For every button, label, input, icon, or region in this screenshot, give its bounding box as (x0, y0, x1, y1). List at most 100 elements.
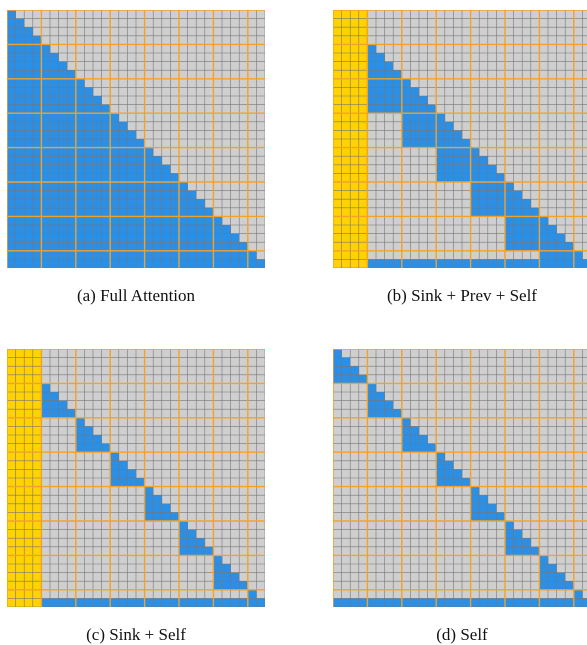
sink-cell (358, 104, 368, 114)
attend-cell (539, 225, 549, 234)
attend-cell (153, 512, 163, 522)
sink-cell (24, 409, 34, 419)
attend-cell (436, 121, 446, 131)
attend-cell (170, 207, 180, 217)
attend-cell (41, 121, 51, 131)
attend-cell (436, 460, 446, 470)
attend-cell (522, 225, 532, 234)
attend-cell (496, 598, 506, 607)
attend-cell (32, 173, 42, 183)
attend-cell (179, 546, 188, 556)
attend-cell (32, 216, 42, 226)
attend-cell (153, 164, 163, 174)
attend-cell (384, 87, 394, 97)
sink-cell (341, 113, 351, 123)
attend-cell (24, 164, 34, 174)
attend-cell (110, 121, 120, 131)
attend-cell (24, 87, 34, 97)
attend-cell (367, 96, 377, 105)
attend-cell (170, 598, 180, 607)
attend-cell (144, 173, 154, 183)
attend-cell (213, 216, 223, 226)
attend-cell (427, 121, 437, 131)
attend-cell (556, 572, 566, 582)
attend-cell (222, 564, 231, 573)
attend-cell (118, 182, 128, 191)
attend-cell (453, 164, 463, 174)
attend-cell (401, 96, 411, 105)
attend-cell (487, 598, 497, 607)
attend-cell (522, 259, 532, 268)
sink-cell (358, 96, 368, 105)
attend-cell (7, 259, 16, 268)
sink-cell (333, 250, 342, 260)
attend-cell (7, 104, 16, 114)
attend-cell (161, 503, 171, 513)
sink-cell (341, 207, 351, 217)
attend-cell (419, 104, 428, 114)
attend-cell (505, 182, 514, 191)
sink-cell (15, 349, 25, 358)
attend-cell (136, 225, 145, 234)
attend-cell (401, 113, 411, 123)
attend-cell (470, 173, 480, 183)
attend-cell (50, 104, 59, 114)
attend-cell (384, 409, 394, 419)
attend-cell (136, 156, 145, 166)
attend-cell (222, 598, 231, 607)
sink-cell (350, 182, 360, 191)
attend-cell (196, 233, 206, 243)
attend-cell (41, 44, 51, 54)
sink-cell (358, 207, 368, 217)
attend-cell (58, 190, 68, 200)
attend-cell (50, 207, 59, 217)
attend-cell (24, 182, 34, 191)
attend-cell (213, 598, 223, 607)
attend-cell (470, 207, 480, 217)
sink-cell (15, 589, 25, 599)
attend-cell (453, 469, 463, 479)
sink-cell (32, 417, 42, 427)
attend-cell (161, 216, 171, 226)
attention-mask-self (333, 349, 587, 607)
attend-cell (187, 199, 197, 209)
attend-cell (444, 460, 454, 470)
sink-cell (7, 478, 16, 487)
attend-cell (32, 207, 42, 217)
attend-cell (41, 147, 51, 157)
attend-cell (75, 598, 85, 607)
sink-cell (333, 242, 342, 252)
attend-cell (50, 392, 59, 401)
attend-cell (410, 113, 420, 123)
attend-cell (444, 121, 454, 131)
sink-cell (341, 44, 351, 54)
attend-cell (58, 250, 68, 260)
sink-cell (333, 44, 342, 54)
attend-cell (513, 199, 523, 209)
sink-cell (358, 199, 368, 209)
attend-cell (204, 546, 214, 556)
attend-cell (487, 503, 497, 513)
attend-cell (161, 199, 171, 209)
attend-cell (247, 250, 257, 260)
attend-cell (161, 233, 171, 243)
attend-cell (367, 61, 377, 71)
attend-cell (32, 44, 42, 54)
attend-cell (118, 173, 128, 183)
attend-cell (7, 113, 16, 123)
attend-cell (67, 242, 77, 252)
sink-cell (350, 250, 360, 260)
attend-cell (505, 216, 514, 226)
sink-cell (358, 139, 368, 148)
attend-cell (67, 182, 77, 191)
attend-cell (75, 190, 85, 200)
sink-cell (32, 572, 42, 582)
attend-cell (127, 182, 137, 191)
attend-cell (15, 87, 25, 97)
sink-cell (358, 164, 368, 174)
attend-cell (222, 250, 231, 260)
sink-cell (15, 443, 25, 453)
attend-cell (32, 190, 42, 200)
attend-cell (50, 70, 59, 80)
attend-cell (93, 207, 102, 217)
